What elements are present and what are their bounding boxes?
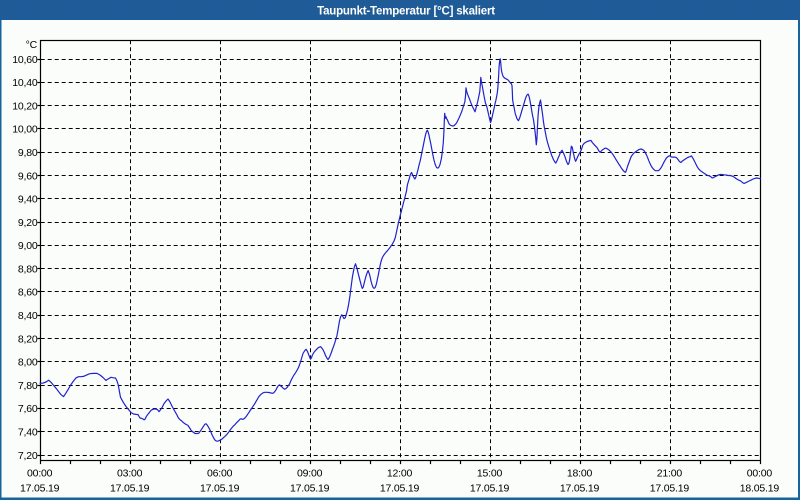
svg-text:18:00: 18:00	[567, 468, 593, 480]
svg-text:9,40: 9,40	[18, 194, 38, 206]
svg-text:17.05.19: 17.05.19	[650, 483, 690, 495]
svg-text:8,40: 8,40	[18, 310, 38, 322]
svg-text:9,80: 9,80	[18, 147, 38, 159]
svg-text:7,40: 7,40	[18, 427, 38, 439]
svg-text:03:00: 03:00	[117, 468, 143, 480]
svg-text:17.05.19: 17.05.19	[20, 483, 60, 495]
svg-text:Taupunkt-Temperatur [°C] skali: Taupunkt-Temperatur [°C] skaliert	[317, 6, 495, 18]
svg-text:10,40: 10,40	[12, 77, 38, 89]
svg-text:00:00: 00:00	[27, 468, 53, 480]
svg-text:8,00: 8,00	[18, 357, 38, 369]
svg-text:8,80: 8,80	[18, 263, 38, 275]
svg-text:7,20: 7,20	[18, 450, 38, 462]
svg-text:09:00: 09:00	[297, 468, 323, 480]
svg-text:00:00: 00:00	[747, 468, 773, 480]
svg-text:17.05.19: 17.05.19	[470, 483, 510, 495]
svg-text:10,60: 10,60	[12, 54, 38, 66]
svg-text:8,20: 8,20	[18, 333, 38, 345]
svg-text:06:00: 06:00	[207, 468, 233, 480]
svg-text:21:00: 21:00	[657, 468, 683, 480]
svg-text:7,60: 7,60	[18, 403, 38, 415]
svg-text:9,00: 9,00	[18, 240, 38, 252]
svg-text:17.05.19: 17.05.19	[560, 483, 600, 495]
svg-text:9,60: 9,60	[18, 170, 38, 182]
svg-text:8,60: 8,60	[18, 287, 38, 299]
svg-text:17.05.19: 17.05.19	[290, 483, 330, 495]
svg-text:7,80: 7,80	[18, 380, 38, 392]
svg-text:17.05.19: 17.05.19	[200, 483, 240, 495]
svg-text:15:00: 15:00	[477, 468, 503, 480]
svg-text:°C: °C	[26, 39, 38, 51]
svg-text:10,00: 10,00	[12, 124, 38, 136]
svg-text:17.05.19: 17.05.19	[380, 483, 420, 495]
svg-text:10,20: 10,20	[12, 100, 38, 112]
svg-text:12:00: 12:00	[387, 468, 413, 480]
svg-text:17.05.19: 17.05.19	[110, 483, 150, 495]
svg-text:9,20: 9,20	[18, 217, 38, 229]
svg-text:18.05.19: 18.05.19	[740, 483, 780, 495]
